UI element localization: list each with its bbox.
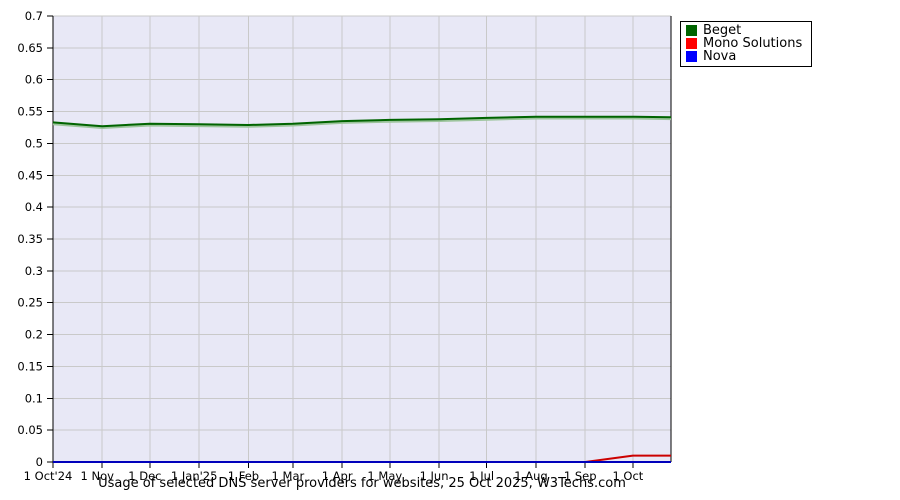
y-tick-label: 0.35	[17, 232, 43, 246]
beget-line	[52, 115, 672, 129]
x-tick-label: 1 Jun	[420, 469, 449, 483]
line-highlight	[52, 116, 672, 129]
x-tick-label: 1 Oct	[612, 469, 643, 483]
legend-label-nova: Nova	[703, 49, 737, 64]
x-tick-label: 1 Jan'25	[171, 469, 218, 483]
y-tick-label: 0.3	[25, 264, 43, 278]
legend-item-beget: Beget	[686, 24, 802, 37]
x-tick-label: 1 Apr	[322, 469, 353, 483]
legend: Beget Mono Solutions Nova	[680, 21, 813, 67]
y-tick-label: 0.05	[17, 423, 43, 437]
beget-swatch-icon	[686, 25, 697, 36]
y-axis-labels: 0 0.05 0.1 0.15 0.2 0.25 0.3 0.35 0.4 0.45 0.5 0.55…	[17, 9, 43, 469]
chart-title: Usage of selected DNS server providers f…	[98, 476, 626, 491]
y-tick-label: 0.4	[25, 200, 43, 214]
x-tick-label: 1 Oct'24	[24, 469, 73, 483]
x-tick-label: 1 May	[367, 469, 402, 483]
y-tick-label: 0.2	[25, 328, 43, 342]
y-tick-label: 0.6	[25, 73, 43, 87]
y-tick-label: 0.55	[17, 105, 43, 119]
x-tick-label: 1 Aug	[514, 469, 547, 483]
line-path	[52, 115, 672, 128]
y-tick-label: 0.7	[25, 9, 43, 23]
y-tick-label: 0.25	[17, 296, 43, 310]
y-tick-label: 0.5	[25, 136, 43, 150]
legend-label-mono-solutions: Mono Solutions	[703, 36, 803, 51]
y-tick-label: 0.45	[17, 168, 43, 182]
gridlines	[53, 15, 671, 462]
x-tick-label: 1 Sep	[564, 469, 597, 483]
y-tick-label: 0	[36, 455, 43, 469]
nova-swatch-icon	[686, 51, 697, 62]
y-tick-label: 0.15	[17, 359, 43, 373]
x-tick-label: 1 Nov	[81, 469, 115, 483]
y-tick-label: 0.65	[17, 41, 43, 55]
legend-item-mono-solutions: Mono Solutions	[686, 37, 802, 50]
x-tick-label: 1 Mar	[272, 469, 305, 483]
y-tick-label: 0.1	[25, 391, 43, 405]
x-axis-labels: 1 Oct'24 1 Nov 1 Dec 1 Jan'25 1 Feb 1 Mar 1 Ap…	[24, 469, 644, 483]
legend-item-nova: Nova	[686, 50, 802, 63]
mono-solutions-swatch-icon	[686, 38, 697, 49]
x-tick-label: 1 Feb	[228, 469, 259, 483]
legend-label-beget: Beget	[703, 23, 742, 38]
x-tick-label: 1 Jul	[469, 469, 494, 483]
x-tick-label: 1 Dec	[128, 469, 161, 483]
